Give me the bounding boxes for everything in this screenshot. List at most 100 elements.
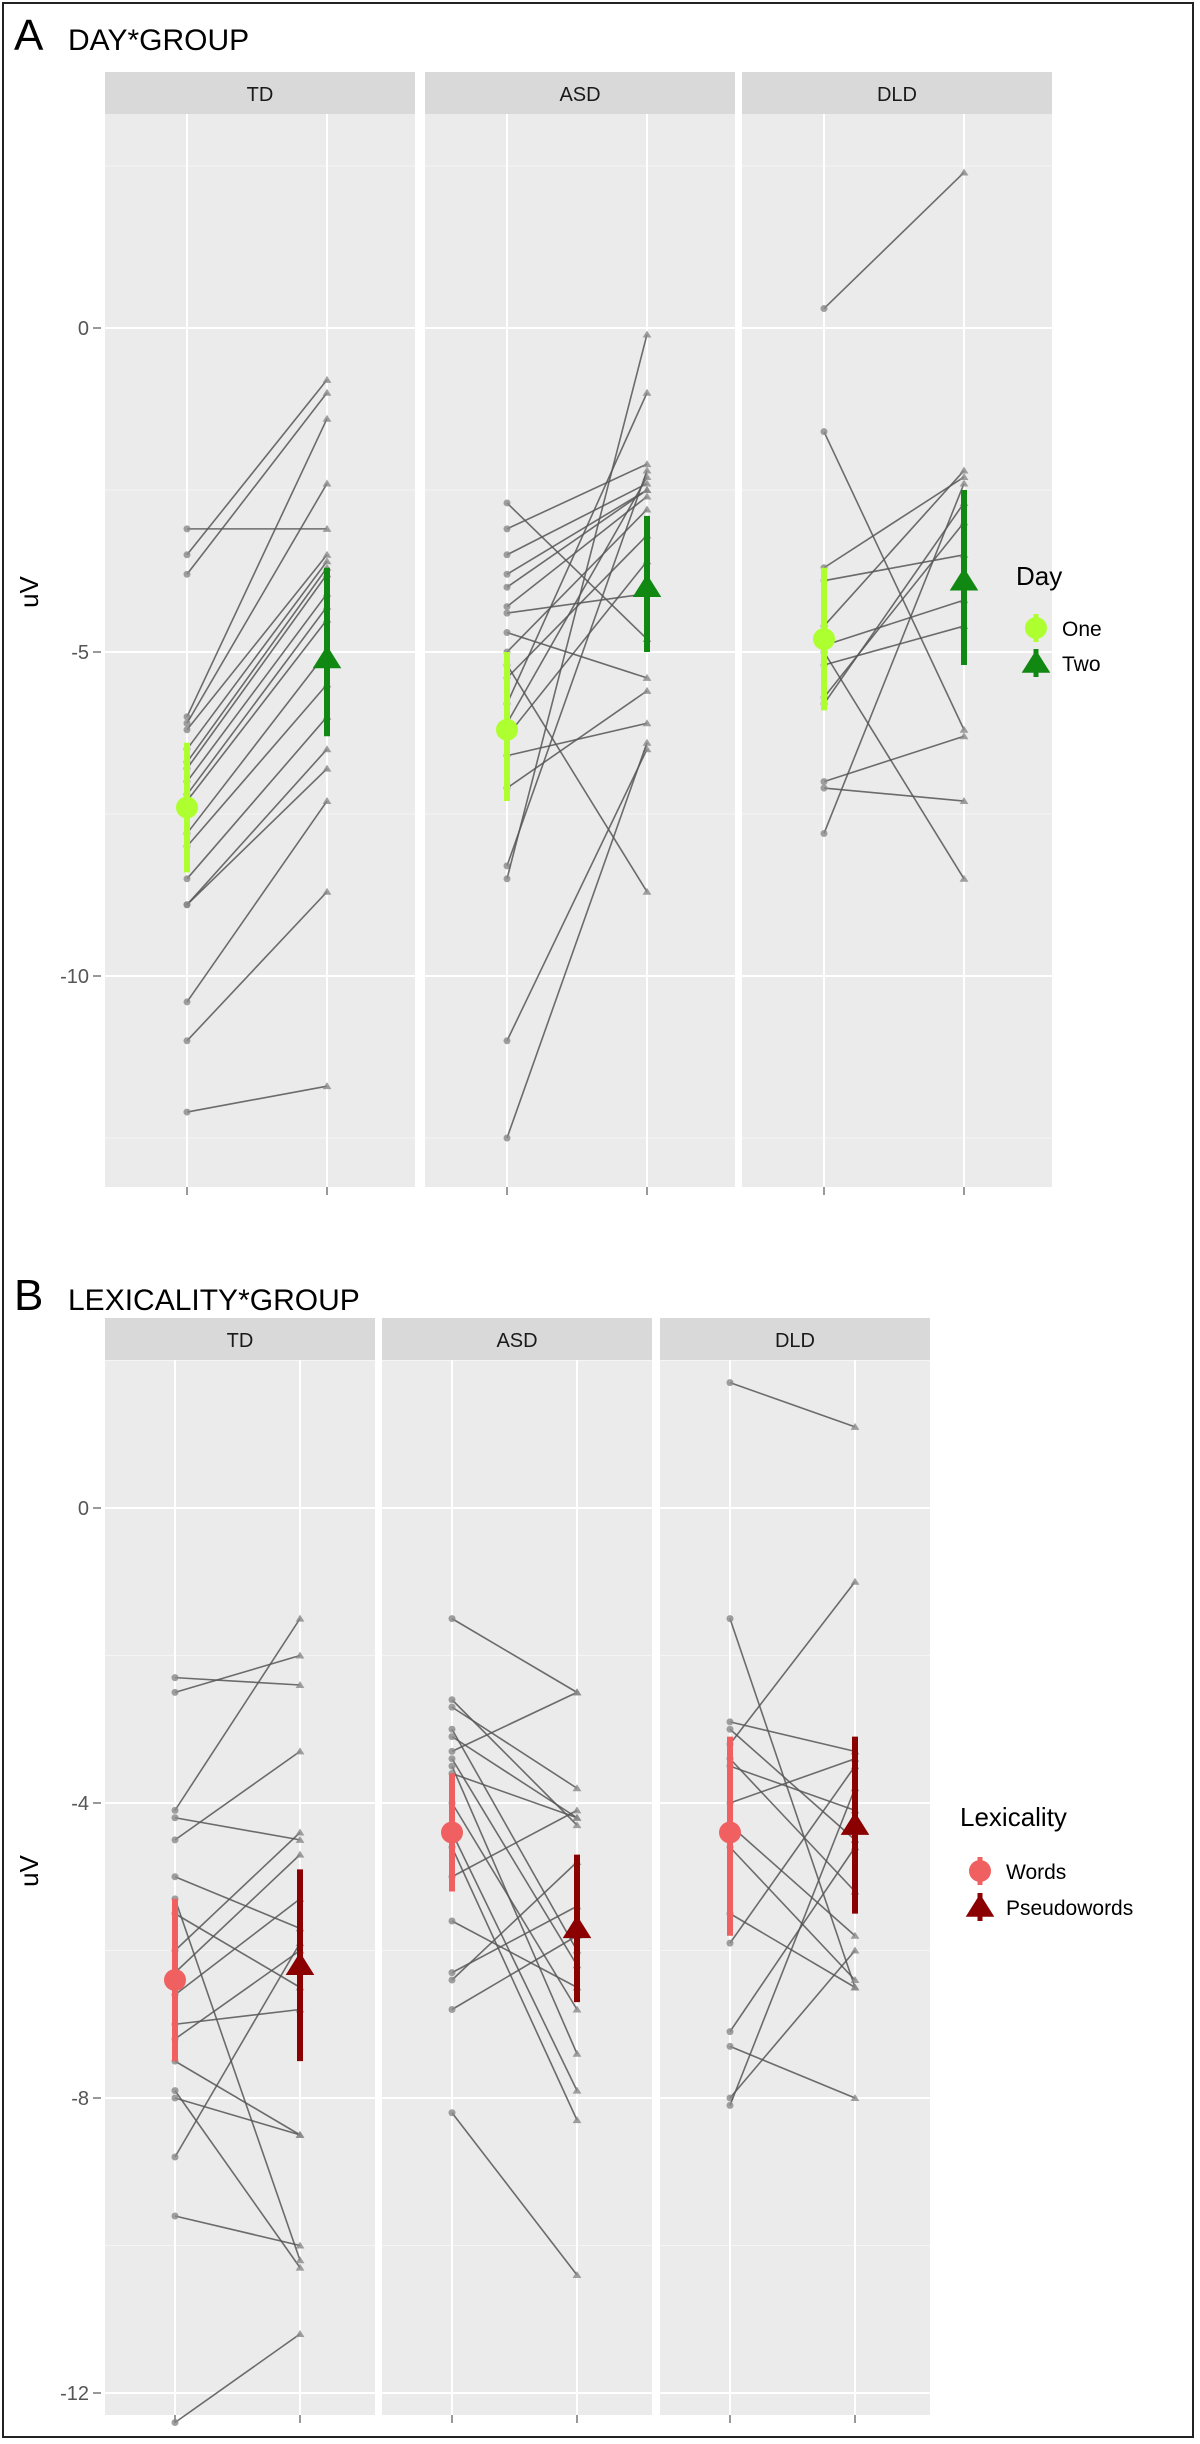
subject-line xyxy=(729,1824,856,1937)
facet-label: TD xyxy=(227,1330,254,1352)
facet-td: TD xyxy=(105,72,415,1195)
subject-point xyxy=(503,570,511,578)
y-tick-label: -12 xyxy=(60,2383,89,2405)
subject-point xyxy=(295,2130,305,2138)
legend: Lexicality Words Pseudowords xyxy=(960,1802,1133,1921)
subject-point xyxy=(295,1850,305,1858)
subject-point xyxy=(183,1037,191,1045)
subject-line xyxy=(729,1381,856,1428)
subject-line xyxy=(186,554,328,731)
subject-line xyxy=(506,690,648,789)
panel-title: DAY*GROUP xyxy=(68,24,249,57)
subject-point xyxy=(959,725,969,733)
subject-point xyxy=(572,1784,582,1792)
subject-point xyxy=(448,2006,456,2013)
subject-point xyxy=(171,2094,179,2102)
plot-background xyxy=(660,1360,930,2415)
subject-point xyxy=(850,1422,860,1430)
y-tick-label: -10 xyxy=(60,966,89,988)
subject-point xyxy=(322,764,332,772)
subject-line xyxy=(186,418,328,718)
legend-label: Words xyxy=(1006,1861,1066,1884)
subject-line xyxy=(186,619,328,802)
subject-point xyxy=(295,1651,305,1659)
facet-label: DLD xyxy=(775,1330,815,1352)
subject-line xyxy=(451,1861,578,1981)
facet-asd: ASD xyxy=(425,72,735,1195)
subject-point xyxy=(322,479,332,487)
facet-label: TD xyxy=(247,84,274,106)
subject-point xyxy=(642,460,652,468)
subject-line xyxy=(506,742,648,1139)
subject-point xyxy=(850,1946,860,1954)
facet-td: TD xyxy=(105,1318,375,2426)
subject-line xyxy=(174,1816,301,1841)
subject-point xyxy=(850,1976,860,1983)
subject-line xyxy=(729,1618,856,1988)
y-tick-label: -8 xyxy=(71,2088,89,2110)
legend: Day One Two xyxy=(1016,561,1102,677)
subject-line xyxy=(186,651,328,834)
subject-point xyxy=(572,2116,582,2124)
subject-line xyxy=(729,1787,856,2106)
subject-line xyxy=(729,2045,856,2099)
subject-point xyxy=(295,2330,305,2337)
subject-line xyxy=(451,1809,578,1878)
subject-point xyxy=(959,874,969,882)
subject-line xyxy=(174,1942,301,2158)
mean-point xyxy=(562,1915,592,1939)
subject-line xyxy=(186,891,328,1042)
subject-point xyxy=(503,499,511,507)
legend-key-circle xyxy=(1025,617,1047,639)
subject-line xyxy=(823,470,965,627)
subject-point xyxy=(503,875,511,883)
subject-point xyxy=(642,492,652,500)
y-axis-label: uV xyxy=(14,575,44,607)
subject-point xyxy=(503,609,511,617)
facet-strip xyxy=(742,72,1052,114)
subject-line xyxy=(506,476,648,724)
subject-point xyxy=(322,797,332,805)
subject-line xyxy=(186,483,328,724)
subject-point xyxy=(322,557,332,565)
subject-line xyxy=(823,171,965,310)
subject-point xyxy=(322,887,332,895)
subject-point xyxy=(503,1037,511,1045)
subject-point xyxy=(322,375,332,383)
subject-point xyxy=(642,686,652,694)
mean-point xyxy=(813,628,835,651)
subject-line xyxy=(174,1676,301,1686)
subject-point xyxy=(295,1614,305,1622)
subject-line xyxy=(823,599,965,647)
subject-point xyxy=(503,583,511,591)
subject-point xyxy=(642,479,652,487)
subject-point xyxy=(959,473,969,481)
subject-line xyxy=(174,1949,301,2040)
mean-point xyxy=(285,1952,315,1975)
subject-line xyxy=(186,683,328,847)
subject-line xyxy=(506,592,648,614)
subject-line xyxy=(823,483,965,834)
subject-point xyxy=(183,901,191,909)
facet-dld: DLD xyxy=(742,72,1052,1195)
subject-line xyxy=(451,1765,578,2055)
subject-point xyxy=(448,1976,456,1984)
subject-line xyxy=(506,664,648,893)
subject-line xyxy=(729,1949,856,2099)
subject-point xyxy=(726,1615,734,1623)
subject-point xyxy=(295,1835,305,1843)
subject-point xyxy=(171,1814,179,1822)
subject-point xyxy=(572,2049,582,2057)
mean-point xyxy=(496,718,518,741)
subject-line xyxy=(506,560,648,737)
subject-point xyxy=(642,388,652,396)
subject-line xyxy=(186,768,328,906)
subject-point xyxy=(322,550,332,558)
subject-line xyxy=(506,502,648,640)
facet-label: DLD xyxy=(877,84,917,106)
mean-point xyxy=(164,1969,186,1991)
subject-point xyxy=(171,1674,179,1682)
subject-line xyxy=(174,2097,301,2136)
subject-point xyxy=(183,726,191,734)
